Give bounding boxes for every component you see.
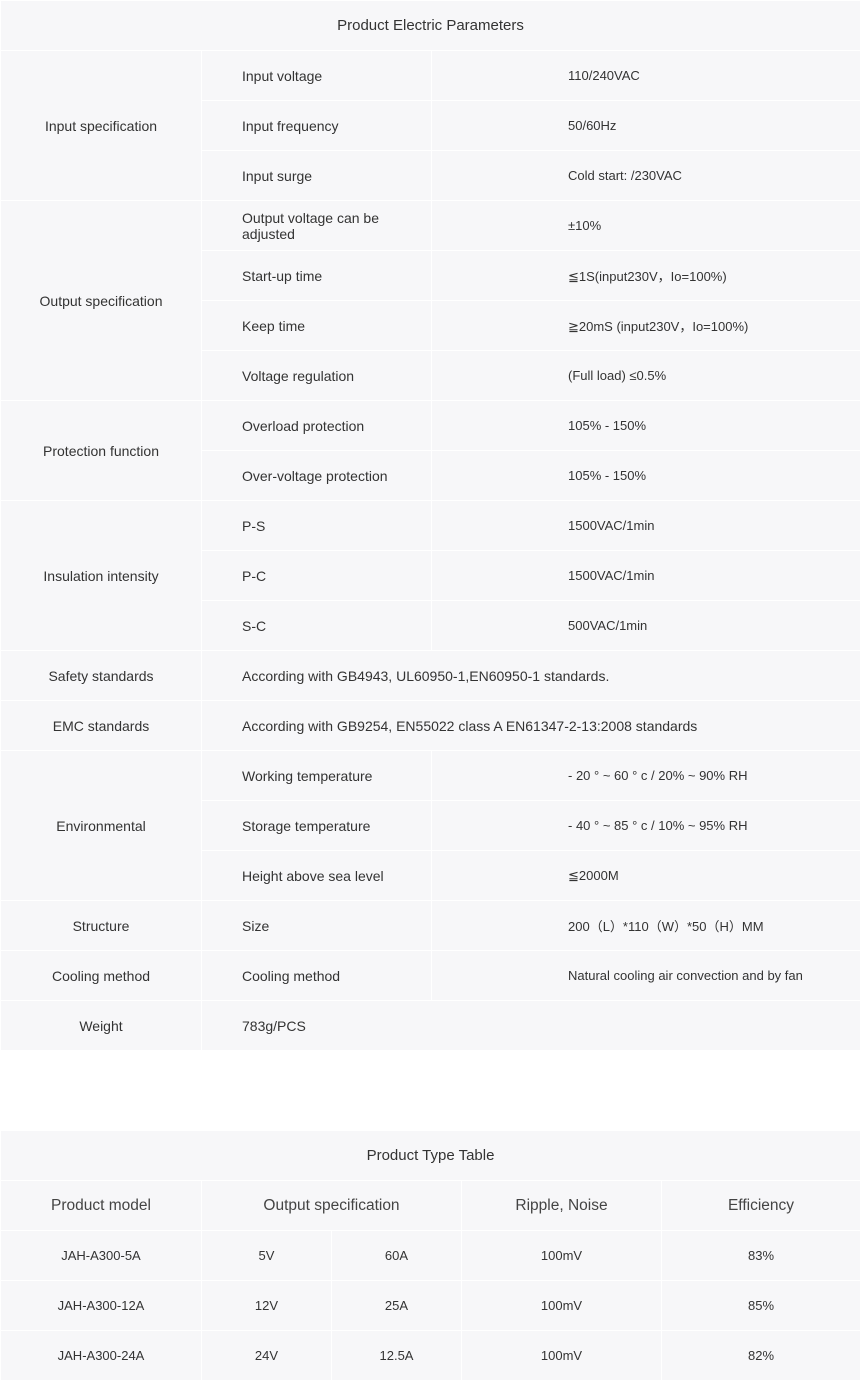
- output-current-cell: 25A: [331, 1280, 462, 1331]
- parameter-value: ±10%: [431, 200, 861, 251]
- output-voltage-cell: 5V: [201, 1230, 332, 1281]
- table-row: JAH-A300-5A 5V 60A 100mV 83%: [0, 1230, 861, 1281]
- ripple-noise-cell: 100mV: [461, 1330, 662, 1381]
- parameter-value: - 40 ° ~ 85 ° c / 10% ~ 95% RH: [431, 800, 861, 851]
- output-current-cell: 60A: [331, 1230, 462, 1281]
- parameter-value: ≦1S(input230V，Io=100%): [431, 250, 861, 301]
- table-row: Structure Size 200（L）*110（W）*50（H）MM: [0, 900, 861, 951]
- parameter-label: Overload protection: [201, 400, 432, 451]
- output-voltage-cell: 12V: [201, 1280, 332, 1331]
- group-label: Output specification: [0, 200, 202, 401]
- product-model-cell: JAH-A300-12A: [0, 1280, 202, 1331]
- table-row: Output specification Output voltage can b…: [0, 200, 861, 401]
- parameter-label: Input frequency: [201, 100, 432, 151]
- parameter-label: Height above sea level: [201, 850, 432, 901]
- table-row: Cooling method Cooling method Natural cool…: [0, 950, 861, 1001]
- group-label: Cooling method: [0, 950, 202, 1001]
- row-value: According with GB4943, UL60950-1,EN60950…: [201, 650, 861, 701]
- table-row: Insulation intensity P-S 1500VAC/1min: [0, 500, 861, 651]
- group-label: Insulation intensity: [0, 500, 202, 651]
- parameter-label: Storage temperature: [201, 800, 432, 851]
- table-row: Safety standards According with GB4943, U…: [0, 650, 861, 701]
- table-row: P-C 1500VAC/1min: [1, 550, 861, 601]
- table-row: Input specification Input voltage 110/240V…: [0, 50, 861, 201]
- efficiency-cell: 85%: [661, 1280, 861, 1331]
- parameter-value: 105% - 150%: [431, 450, 861, 501]
- efficiency-cell: 82%: [661, 1330, 861, 1381]
- parameter-value: - 20 ° ~ 60 ° c / 20% ~ 90% RH: [431, 750, 861, 801]
- header-efficiency: Efficiency: [661, 1180, 861, 1231]
- row-value: 783g/PCS: [201, 1000, 861, 1051]
- parameter-value: 1500VAC/1min: [431, 550, 861, 601]
- parameter-label: Cooling method: [201, 950, 432, 1001]
- parameter-value: Cold start: /230VAC: [431, 150, 861, 201]
- parameter-label: Start-up time: [201, 250, 432, 301]
- table-row: EMC standards According with GB9254, EN55…: [0, 700, 861, 751]
- row-value: According with GB9254, EN55022 class A E…: [201, 700, 861, 751]
- ripple-noise-cell: 100mV: [461, 1280, 662, 1331]
- parameter-label: Input voltage: [201, 50, 432, 101]
- table-title: Product Electric Parameters: [0, 0, 861, 51]
- table-row: Keep time ≧20mS (input230V，Io=100%): [1, 300, 861, 351]
- table-row: S-C 500VAC/1min: [1, 600, 861, 651]
- group-label: Safety standards: [0, 650, 202, 701]
- parameter-value: 1500VAC/1min: [431, 500, 861, 551]
- parameter-label: Over-voltage protection: [201, 450, 432, 501]
- parameter-value: 500VAC/1min: [431, 600, 861, 651]
- group-label: Weight: [0, 1000, 202, 1051]
- table-title: Product Type Table: [0, 1130, 861, 1181]
- group-label: Structure: [0, 900, 202, 951]
- parameter-value: Natural cooling air convection and by fa…: [431, 950, 861, 1001]
- parameter-label: Size: [201, 900, 432, 951]
- group-label: Protection function: [0, 400, 202, 501]
- group-label: EMC standards: [0, 700, 202, 751]
- parameter-label: P-S: [201, 500, 432, 551]
- parameter-label: P-C: [201, 550, 432, 601]
- parameter-label: S-C: [201, 600, 432, 651]
- table-row: JAH-A300-12A 12V 25A 100mV 85%: [0, 1280, 861, 1331]
- parameter-label: Working temperature: [201, 750, 432, 801]
- parameter-value: (Full load) ≤0.5%: [431, 350, 861, 401]
- group-label: Input specification: [0, 50, 202, 201]
- parameter-value: 105% - 150%: [431, 400, 861, 451]
- output-current-cell: 12.5A: [331, 1330, 462, 1381]
- header-ripple-noise: Ripple, Noise: [461, 1180, 662, 1231]
- table-row: Weight 783g/PCS: [0, 1000, 861, 1051]
- parameter-label: Voltage regulation: [201, 350, 432, 401]
- output-voltage-cell: 24V: [201, 1330, 332, 1381]
- table-row: Input frequency 50/60Hz: [1, 100, 861, 151]
- table-row: Height above sea level ≦2000M: [1, 850, 861, 901]
- parameter-label: Keep time: [201, 300, 432, 351]
- parameter-label: Input surge: [201, 150, 432, 201]
- header-output-specification: Output specification: [201, 1180, 462, 1231]
- parameter-value: ≧20mS (input230V，Io=100%): [431, 300, 861, 351]
- parameter-value: 200（L）*110（W）*50（H）MM: [431, 900, 861, 951]
- parameter-value: 110/240VAC: [431, 50, 861, 101]
- efficiency-cell: 83%: [661, 1230, 861, 1281]
- table-row: Over-voltage protection 105% - 150%: [1, 450, 861, 501]
- parameter-value: 50/60Hz: [431, 100, 861, 151]
- header-product-model: Product model: [0, 1180, 202, 1231]
- table-row: Input surge Cold start: /230VAC: [1, 150, 861, 201]
- table-row: Environmental Working temperature - 20 ° ~…: [0, 750, 861, 901]
- table-row: Storage temperature - 40 ° ~ 85 ° c / 10%…: [1, 800, 861, 851]
- table-row: Voltage regulation (Full load) ≤0.5%: [1, 350, 861, 401]
- product-model-cell: JAH-A300-5A: [0, 1230, 202, 1281]
- parameter-value: ≦2000M: [431, 850, 861, 901]
- product-model-cell: JAH-A300-24A: [0, 1330, 202, 1381]
- group-label: Environmental: [0, 750, 202, 901]
- ripple-noise-cell: 100mV: [461, 1230, 662, 1281]
- parameter-label: Output voltage can be adjusted: [201, 200, 432, 251]
- table-row: Protection function Overload protection 10…: [0, 400, 861, 501]
- product-type-table: Product Type Table Product model Output …: [0, 1130, 861, 1381]
- electric-parameters-table: Product Electric Parameters Input specif…: [0, 0, 861, 1051]
- table-row: Start-up time ≦1S(input230V，Io=100%): [1, 250, 861, 301]
- table-row: JAH-A300-24A 24V 12.5A 100mV 82%: [0, 1330, 861, 1381]
